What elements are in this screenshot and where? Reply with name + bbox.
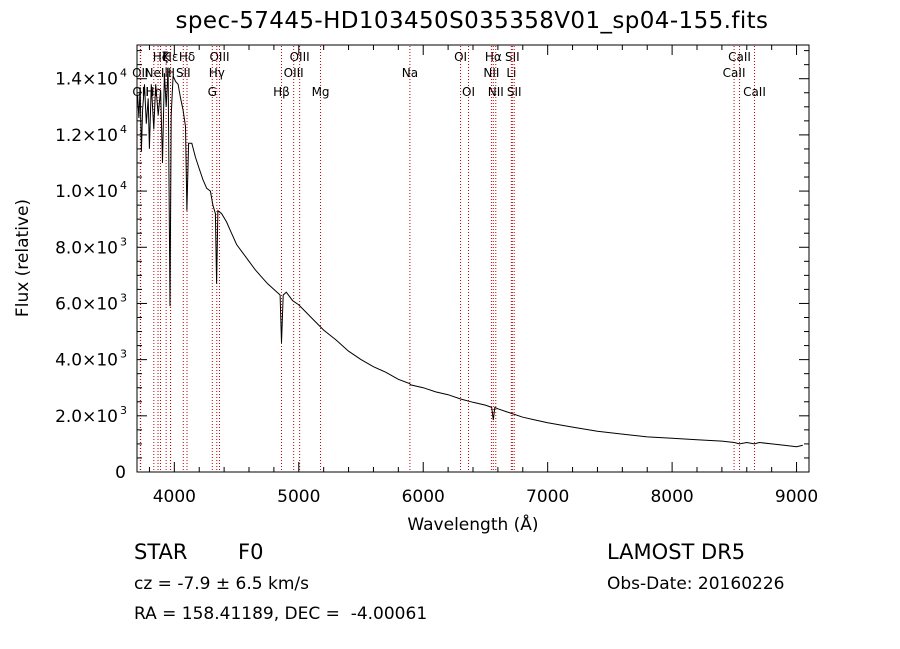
y-tick-exponent: 3: [120, 235, 127, 248]
x-tick-label: 5000: [277, 487, 320, 507]
spectral-line-label: Hα: [485, 50, 502, 64]
spectral-line-label: OI: [462, 85, 475, 99]
y-tick-exponent: 3: [120, 404, 127, 417]
y-tick-label: 0: [115, 463, 126, 483]
spectral-line-label: K: [162, 50, 171, 64]
spectral-line-label: OI: [454, 50, 467, 64]
y-tick-label: 1.0×10: [55, 182, 118, 202]
spectral-line-label: Hζ: [153, 50, 169, 64]
y-tick-label: 2.0×10: [55, 407, 118, 427]
y-tick-label: 1.4×10: [55, 70, 118, 90]
object-subclass: F0: [238, 540, 264, 564]
y-tick-exponent: 3: [120, 291, 127, 304]
x-tick-label: 6000: [402, 487, 445, 507]
spectral-line-label: Mg: [312, 85, 330, 99]
axis-ticks: [137, 45, 809, 473]
spectral-line-label: OIII: [284, 66, 304, 80]
chart-title: spec-57445-HD103450S035358V01_sp04-155.f…: [175, 8, 769, 34]
y-tick-exponent: 4: [120, 67, 127, 80]
spectral-line-label: G: [208, 85, 217, 99]
spectral-line-label: OIII: [209, 50, 229, 64]
spectral-line-label: NII: [488, 85, 504, 99]
redshift-cz: cz = -7.9 ± 6.5 km/s: [134, 574, 309, 594]
y-axis-label: Flux (relative): [13, 199, 33, 317]
y-tick-label: 4.0×10: [55, 351, 118, 371]
spectral-line-label: CaII: [743, 85, 766, 99]
spectral-line-label: Hη: [145, 85, 162, 99]
y-tick-exponent: 4: [120, 123, 127, 136]
x-tick-label: 9000: [775, 487, 818, 507]
x-axis-label: Wavelength (Å): [407, 513, 538, 535]
spectral-line-label: Hδ: [179, 50, 195, 64]
spectral-line-label: SII: [176, 66, 191, 80]
spectral-line-label: H: [166, 66, 175, 80]
spectral-line-label: Hγ: [209, 66, 225, 80]
spectral-line-label: Na: [402, 66, 418, 80]
spectral-line-label: OIII: [290, 50, 310, 64]
spectral-line-label: SII: [505, 50, 520, 64]
spectral-line-label: Hβ: [273, 85, 290, 99]
coordinates: RA = 158.41189, DEC = -4.00061: [134, 604, 428, 624]
spectral-line-label: CaII: [723, 66, 746, 80]
spectral-line-label: CaII: [728, 50, 751, 64]
spectral-line-label: SII: [507, 85, 522, 99]
spectrum-series-line: [137, 67, 803, 448]
spectral-line-label: Li: [506, 66, 516, 80]
y-tick-label: 6.0×10: [55, 294, 118, 314]
x-tick-label: 8000: [650, 487, 693, 507]
object-class: STAR: [134, 540, 188, 564]
observation-date: Obs-Date: 20160226: [607, 574, 785, 594]
x-tick-label: 4000: [153, 487, 196, 507]
plot-frame: [136, 44, 810, 473]
survey-name: LAMOST DR5: [607, 540, 746, 564]
y-tick-label: 1.2×10: [55, 126, 118, 146]
x-tick-label: 7000: [526, 487, 569, 507]
y-tick-exponent: 4: [120, 179, 127, 192]
spectral-line-label: NII: [483, 66, 499, 80]
y-tick-label: 8.0×10: [55, 238, 118, 258]
y-tick-exponent: 3: [120, 348, 127, 361]
